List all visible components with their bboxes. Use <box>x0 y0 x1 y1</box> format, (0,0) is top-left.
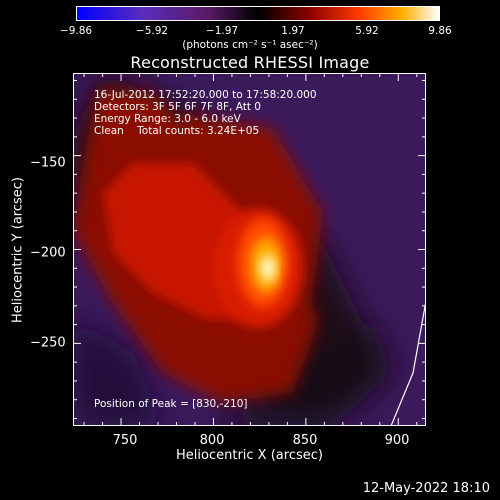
y-tick-label: −150 <box>30 155 66 171</box>
x-tick-label: 800 <box>199 433 225 448</box>
detectors: Detectors: 3F 5F 6F 7F 8F, Att 0 <box>94 101 261 113</box>
peak-position: Position of Peak = [830,-210] <box>94 398 248 410</box>
x-tick-label: 850 <box>292 433 318 448</box>
colorbar-units: (photons cm⁻² s⁻¹ asec⁻²) <box>182 39 318 51</box>
colorbar-tick: 1.97 <box>281 25 305 37</box>
limb-contour <box>390 300 426 426</box>
colorbar-tick: −9.86 <box>59 25 93 37</box>
x-tick-label: 750 <box>112 433 138 448</box>
y-tick-label: −200 <box>30 245 66 261</box>
colorbar <box>76 6 440 21</box>
energy-range: Energy Range: 3.0 - 6.0 keV <box>94 113 241 125</box>
time-range: 16-Jul-2012 17:52:20.000 to 17:58:20.000 <box>94 89 317 101</box>
clean-counts: Clean Total counts: 3.24E+05 <box>94 125 260 137</box>
colorbar-tick: −5.92 <box>135 25 169 37</box>
rhessi-image <box>73 73 426 426</box>
y-axis-label: Heliocentric Y (arcsec) <box>10 177 26 323</box>
colorbar-tick: 5.92 <box>355 25 379 37</box>
y-tick-label: −250 <box>30 335 66 351</box>
timestamp: 12-May-2022 18:10 <box>362 481 490 496</box>
colorbar-tick: −1.97 <box>205 25 239 37</box>
colorbar-tick: 9.86 <box>428 25 452 37</box>
image-title: Reconstructed RHESSI Image <box>130 53 370 72</box>
x-axis-label: Heliocentric X (arcsec) <box>176 448 323 463</box>
x-tick-label: 900 <box>384 433 410 448</box>
